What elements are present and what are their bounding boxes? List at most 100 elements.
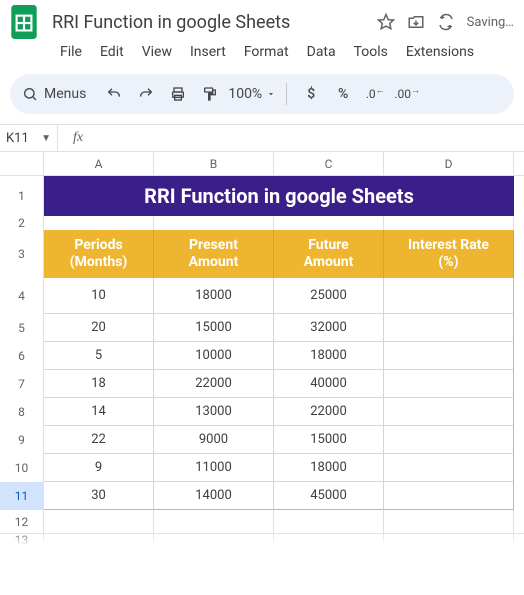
col-header-a[interactable]: A	[44, 152, 154, 175]
cell-present[interactable]: 15000	[154, 314, 274, 342]
row-header-10[interactable]: 10	[0, 454, 44, 482]
cell-present[interactable]: 22000	[154, 370, 274, 398]
menu-view[interactable]: View	[134, 40, 180, 64]
menu-tools[interactable]: Tools	[346, 40, 396, 64]
search-menus-button[interactable]: Menus	[18, 80, 96, 108]
th-future[interactable]: Future Amount	[274, 230, 384, 278]
cell-present[interactable]: 13000	[154, 398, 274, 426]
cell-rate[interactable]	[384, 454, 514, 482]
cloud-status-icon[interactable]	[437, 13, 455, 31]
cell-periods[interactable]: 14	[44, 398, 154, 426]
paint-format-button[interactable]	[196, 80, 224, 108]
empty-cell[interactable]	[274, 510, 384, 533]
cell-rate[interactable]	[384, 482, 514, 510]
th-periods[interactable]: Periods (Months)	[44, 230, 154, 278]
menu-format[interactable]: Format	[236, 40, 297, 64]
row-header-8[interactable]: 8	[0, 398, 44, 426]
row-header-2[interactable]: 2	[0, 216, 44, 230]
cell-present[interactable]: 11000	[154, 454, 274, 482]
cell-d2[interactable]	[384, 216, 514, 230]
row-header-6[interactable]: 6	[0, 342, 44, 370]
cell-present[interactable]: 9000	[154, 426, 274, 454]
cell-rate[interactable]	[384, 278, 514, 314]
name-box-dropdown-icon[interactable]: ▼	[41, 133, 51, 144]
cell-present[interactable]: 18000	[154, 278, 274, 314]
cell-rate[interactable]	[384, 426, 514, 454]
row-header-5[interactable]: 5	[0, 314, 44, 342]
cell-periods[interactable]: 20	[44, 314, 154, 342]
cell-future[interactable]: 40000	[274, 370, 384, 398]
cell-future[interactable]: 22000	[274, 398, 384, 426]
cell-present[interactable]: 14000	[154, 482, 274, 510]
col-header-d[interactable]: D	[384, 152, 514, 175]
row-header-13[interactable]: 13	[0, 534, 44, 545]
header-title-row: RRI Function in google Sheets Saving…	[10, 8, 514, 36]
cell-future[interactable]: 45000	[274, 482, 384, 510]
select-all-corner[interactable]	[0, 152, 44, 175]
cell-b2[interactable]	[154, 216, 274, 230]
menu-insert[interactable]: Insert	[182, 40, 234, 64]
cell-periods[interactable]: 9	[44, 454, 154, 482]
cell-present[interactable]: 10000	[154, 342, 274, 370]
th-present[interactable]: Present Amount	[154, 230, 274, 278]
print-button[interactable]	[164, 80, 192, 108]
cell-rate[interactable]	[384, 370, 514, 398]
table-row: 651000018000	[0, 342, 524, 370]
save-status[interactable]: Saving…	[467, 15, 514, 30]
row-header-7[interactable]: 7	[0, 370, 44, 398]
row-header-4[interactable]: 4	[0, 278, 44, 314]
cell-future[interactable]: 32000	[274, 314, 384, 342]
empty-cell[interactable]	[384, 510, 514, 533]
star-icon[interactable]	[377, 13, 395, 31]
percent-button[interactable]: %	[329, 80, 357, 108]
empty-cell[interactable]	[154, 510, 274, 533]
menu-data[interactable]: Data	[299, 40, 344, 64]
empty-cell[interactable]	[274, 534, 384, 545]
name-formula-row: K11 ▼ fx	[0, 124, 524, 152]
decrease-decimal-button[interactable]: .0←	[361, 80, 389, 108]
empty-cell[interactable]	[44, 534, 154, 545]
cell-a2[interactable]	[44, 216, 154, 230]
document-title[interactable]: RRI Function in google Sheets	[48, 10, 294, 35]
currency-button[interactable]: $	[297, 80, 325, 108]
cell-future[interactable]: 25000	[274, 278, 384, 314]
row-header-9[interactable]: 9	[0, 426, 44, 454]
cell-periods[interactable]: 18	[44, 370, 154, 398]
empty-cell[interactable]	[384, 534, 514, 545]
row-header-12[interactable]: 12	[0, 510, 44, 533]
chevron-down-icon	[266, 89, 276, 99]
row-header-1[interactable]: 1	[0, 176, 44, 216]
cell-future[interactable]: 18000	[274, 342, 384, 370]
empty-cell[interactable]	[154, 534, 274, 545]
row-header-3[interactable]: 3	[0, 230, 44, 278]
cell-periods[interactable]: 5	[44, 342, 154, 370]
row-header-11[interactable]: 11	[0, 482, 44, 510]
menu-extensions[interactable]: Extensions	[398, 40, 482, 64]
formula-bar-input[interactable]	[98, 125, 524, 151]
cell-periods[interactable]: 30	[44, 482, 154, 510]
cell-future[interactable]: 18000	[274, 454, 384, 482]
cell-periods[interactable]: 10	[44, 278, 154, 314]
zoom-dropdown[interactable]: 100%	[228, 80, 276, 108]
th-rate[interactable]: Interest Rate (%)	[384, 230, 514, 278]
menu-edit[interactable]: Edit	[92, 40, 132, 64]
cell-rate[interactable]	[384, 314, 514, 342]
cell-c2[interactable]	[274, 216, 384, 230]
cell-future[interactable]: 15000	[274, 426, 384, 454]
sheets-logo-icon[interactable]	[10, 4, 38, 40]
move-to-drive-icon[interactable]	[407, 13, 425, 31]
cell-rate[interactable]	[384, 398, 514, 426]
undo-button[interactable]	[100, 80, 128, 108]
name-box[interactable]: K11 ▼	[0, 125, 58, 151]
increase-decimal-button[interactable]: .00→	[393, 80, 421, 108]
col-header-b[interactable]: B	[154, 152, 274, 175]
row-3: 3 Periods (Months) Present Amount Future…	[0, 230, 524, 278]
table-row: 1091100018000	[0, 454, 524, 482]
cell-periods[interactable]: 22	[44, 426, 154, 454]
menu-file[interactable]: File	[52, 40, 90, 64]
cell-rate[interactable]	[384, 342, 514, 370]
redo-button[interactable]	[132, 80, 160, 108]
col-header-c[interactable]: C	[274, 152, 384, 175]
empty-cell[interactable]	[44, 510, 154, 533]
banner-cell[interactable]: RRI Function in google Sheets	[44, 176, 514, 216]
